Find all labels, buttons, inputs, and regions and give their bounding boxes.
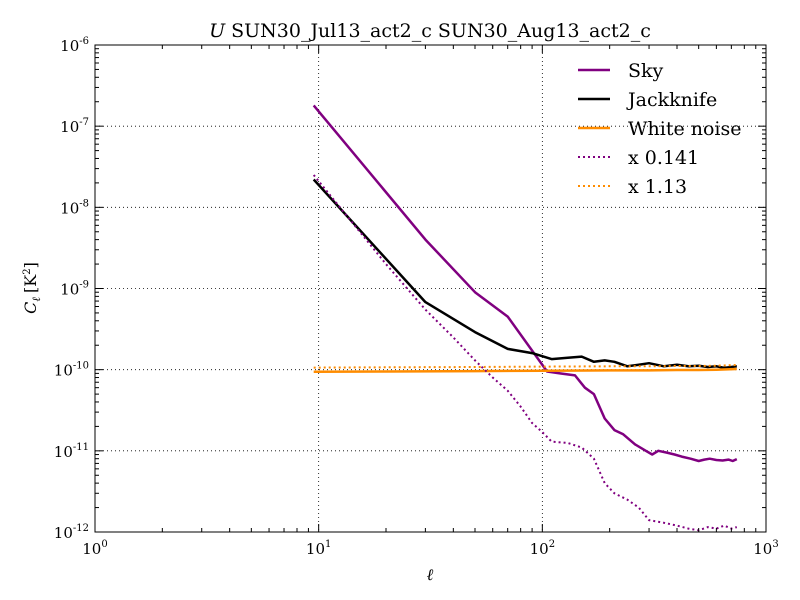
y-tick-label: 10-9 <box>60 280 89 299</box>
series-group <box>312 104 738 532</box>
y-tick-label: 10-7 <box>60 117 89 136</box>
legend-label-sky: Sky <box>628 60 664 82</box>
y-axis-label-unit-close: ] <box>21 262 40 268</box>
series-line-x-0-141 <box>312 174 738 532</box>
legend-label-x-1-13: x 1.13 <box>628 176 687 198</box>
y-tick-label: 10-12 <box>54 523 89 542</box>
legend-label-white-noise: White noise <box>628 118 742 140</box>
y-tick-label: 10-6 <box>60 36 89 55</box>
y-tick-label: 10-11 <box>54 442 89 461</box>
title-prefix: U <box>209 20 226 42</box>
x-tick-label: 101 <box>306 539 331 558</box>
y-axis-label: Cℓ [K2] <box>21 262 43 314</box>
x-tick-label: 100 <box>82 539 107 558</box>
y-axis-label-main: C <box>21 302 40 314</box>
chart-title: U SUN30_Jul13_act2_c SUN30_Aug13_act2_c <box>209 20 651 42</box>
y-axis-label-unit: [K <box>21 274 40 293</box>
legend-label-jackknife: Jackknife <box>626 89 717 111</box>
y-axis-label-sub: ℓ <box>30 297 43 302</box>
tick-marks <box>94 44 767 533</box>
series-line-x-1-13 <box>313 364 737 369</box>
y-tick-label: 10-10 <box>54 361 89 380</box>
y-axis-label-unit-exp: 2 <box>22 268 33 274</box>
y-tick-label: 10-8 <box>60 198 89 217</box>
series-line-white-noise <box>313 367 737 374</box>
series-line-jackknife <box>312 178 737 370</box>
legend: Sky Jackknife White noise x 0.141 x 1.13 <box>578 60 742 198</box>
series-line-sky <box>312 104 738 463</box>
title-main: SUN30_Jul13_act2_c SUN30_Aug13_act2_c <box>231 20 651 42</box>
x-tick-label: 102 <box>530 539 555 558</box>
tick-labels: 100 101 102 103 10-12 10-11 10-10 10-9 10-8 10-7 1… <box>54 36 779 558</box>
x-axis-label: ℓ <box>427 565 434 584</box>
legend-label-x-0-141: x 0.141 <box>628 147 699 169</box>
x-tick-label: 103 <box>753 539 778 558</box>
